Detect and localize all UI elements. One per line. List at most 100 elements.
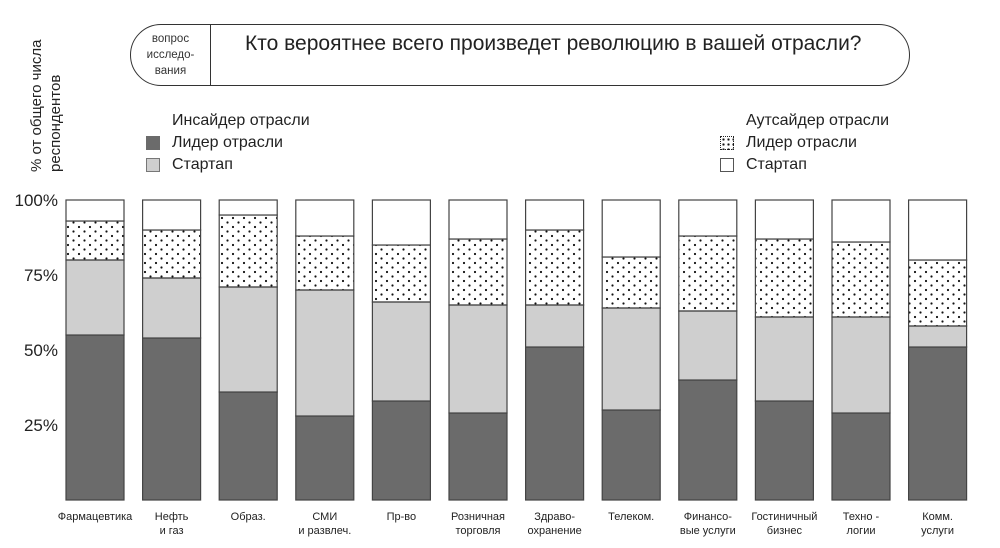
bar-segment-outsider-startup — [448, 199, 508, 240]
legend-label: Лидер отрасли — [172, 134, 283, 151]
y-tick-label: 100% — [15, 191, 58, 210]
bar-segment-outsider-leader — [218, 214, 278, 288]
bar-segment-outsider-leader — [295, 235, 355, 291]
bar-segment-outsider-startup — [142, 199, 202, 231]
bar-segment-outsider-startup — [524, 199, 585, 231]
question-box: вопрос исследо- вания Кто вероятнее всег… — [130, 24, 910, 86]
legend-swatch-outsider-startup — [720, 158, 734, 172]
bar-segment-insider-startup — [295, 289, 355, 417]
bar-segment-insider-startup — [678, 310, 738, 381]
x-tick-label: Пр-во — [387, 511, 417, 523]
legend-insider-heading: Инсайдер отрасли — [172, 112, 310, 129]
bar-segment-outsider-leader — [142, 229, 202, 279]
x-tick-label: Здраво-охранение — [527, 511, 581, 537]
bar-segment-insider-startup — [65, 259, 125, 336]
bar-segment-outsider-leader — [754, 238, 815, 318]
bar-segment-outsider-startup — [371, 199, 431, 246]
legend-insider-startup: Стартап — [146, 156, 233, 174]
bar — [142, 199, 202, 501]
bar — [524, 199, 585, 501]
bar-segment-insider-leader — [601, 409, 661, 501]
bar-segment-outsider-startup — [754, 199, 815, 240]
bar-segment-insider-leader — [371, 400, 431, 501]
bar-segment-outsider-startup — [907, 199, 968, 261]
bar-segment-outsider-startup — [218, 199, 278, 216]
legend-label: Стартап — [172, 156, 233, 173]
bar-segment-outsider-leader — [448, 238, 508, 306]
bar-segment-insider-leader — [754, 400, 815, 501]
bar-segment-outsider-leader — [907, 259, 968, 327]
x-tick-label: СМИ и развлеч. — [298, 511, 351, 537]
bar — [218, 199, 278, 501]
bar-segment-insider-leader — [142, 337, 202, 501]
y-tick-label: 25% — [24, 416, 58, 435]
legend-swatch-outsider-leader — [720, 136, 734, 150]
bar-segment-outsider-startup — [678, 199, 738, 237]
bar-segment-insider-startup — [754, 316, 815, 402]
y-axis: 25% 50% 75% 100% — [15, 191, 58, 435]
x-tick-label: Фармацевтика — [58, 511, 133, 523]
bar-segment-outsider-leader — [831, 241, 891, 318]
bar-segment-outsider-leader — [524, 229, 585, 306]
y-tick-label: 50% — [24, 341, 58, 360]
legend-label: Лидер отрасли — [746, 134, 857, 151]
legend-outsider-leader: Лидер отрасли — [720, 134, 857, 152]
bar — [65, 199, 125, 501]
bar-segment-outsider-startup — [601, 199, 661, 258]
bar — [678, 199, 738, 501]
legend-swatch-insider-leader — [146, 136, 160, 150]
y-tick-label: 75% — [24, 266, 58, 285]
bar-segment-outsider-startup — [65, 199, 125, 222]
x-axis-labels: Фармацевтика Нефть и газ Образ. СМИ и развлеч… — [58, 511, 954, 537]
bar — [831, 199, 891, 501]
bar-segment-outsider-leader — [601, 256, 661, 309]
x-tick-label: Гостиничный бизнес — [751, 511, 817, 537]
bar-segment-insider-startup — [524, 304, 585, 348]
bar-segment-outsider-startup — [831, 199, 891, 243]
bar-segment-insider-startup — [142, 277, 202, 339]
bar-segment-insider-leader — [907, 346, 968, 501]
bar-segment-insider-leader — [678, 379, 738, 501]
question-tag-line: вопрос — [151, 33, 190, 45]
bar-segment-insider-startup — [907, 325, 968, 348]
bar-segment-outsider-leader — [65, 220, 125, 261]
bar-segment-insider-leader — [218, 391, 278, 501]
bar — [907, 199, 968, 501]
bar-segment-insider-startup — [448, 304, 508, 414]
bar-segment-insider-leader — [524, 346, 585, 501]
x-tick-label: Финансо-вые услуги — [680, 511, 736, 537]
bar-segment-insider-startup — [218, 286, 278, 393]
question-tag-line: исследо- — [146, 49, 195, 61]
bar-segment-insider-startup — [601, 307, 661, 411]
bar-segment-outsider-leader — [371, 244, 431, 303]
bar — [601, 199, 661, 501]
bar-segment-insider-startup — [831, 316, 891, 414]
legend-insider-leader: Лидер отрасли — [146, 134, 283, 152]
x-tick-label: Комм. услуги — [921, 511, 954, 537]
bar — [754, 199, 815, 501]
x-tick-label: Телеком. — [608, 511, 654, 523]
question-tag-line: вания — [154, 65, 187, 77]
bar-segment-insider-leader — [448, 412, 508, 501]
x-tick-label: Техно -логии — [843, 511, 880, 537]
x-tick-label: Нефть и газ — [155, 511, 189, 537]
legend-swatch-insider-startup — [146, 158, 160, 172]
legend-outsider-startup: Стартап — [720, 156, 807, 174]
bar-segment-insider-leader — [65, 334, 125, 501]
x-tick-label: Образ. — [231, 511, 266, 523]
x-tick-label: Розничная торговля — [451, 511, 505, 537]
bar-segment-insider-leader — [295, 415, 355, 501]
question-tag: вопрос исследо- вания — [131, 25, 211, 85]
bars — [65, 199, 968, 501]
bar — [448, 199, 508, 501]
bar — [371, 199, 431, 501]
legend-outsider-heading: Аутсайдер отрасли — [746, 112, 889, 129]
bar — [295, 199, 355, 501]
question-text: Кто вероятнее всего произведет революцию… — [245, 32, 862, 55]
bar-segment-outsider-startup — [295, 199, 355, 237]
bar-segment-insider-leader — [831, 412, 891, 501]
legend-label: Стартап — [746, 156, 807, 173]
bar-segment-insider-startup — [371, 301, 431, 402]
bar-segment-outsider-leader — [678, 235, 738, 312]
